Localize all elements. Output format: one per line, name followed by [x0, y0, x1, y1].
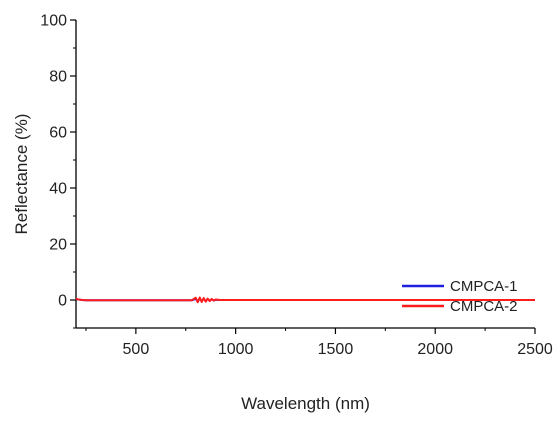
x-tick-label: 500: [123, 341, 150, 358]
y-tick-label: 20: [49, 237, 67, 254]
y-tick-label: 40: [49, 181, 67, 198]
legend-label-cmpca-2: CMPCA-2: [450, 298, 518, 315]
legend: CMPCA-1 CMPCA-2: [402, 278, 518, 315]
x-tick-label: 2500: [517, 341, 553, 358]
y-tick-label: 0: [58, 293, 67, 310]
y-tick-label: 80: [49, 69, 67, 86]
x-tick-label: 1000: [218, 341, 254, 358]
y-tick-label: 60: [49, 125, 67, 142]
x-tick-label: 2000: [417, 341, 453, 358]
tick-labels: 0 20 40 60 80 100 500 1000 1500 2000 2500: [40, 13, 553, 359]
legend-label-cmpca-1: CMPCA-1: [450, 278, 518, 295]
y-tick-label: 100: [40, 13, 67, 30]
series-lines: [75, 296, 535, 304]
series-line-cmpca-2: [75, 296, 535, 304]
y-axis-title: Reflectance (%): [12, 114, 31, 235]
x-axis-title: Wavelength (nm): [241, 394, 370, 413]
plot-frame: [75, 20, 535, 329]
axis-ticks: [70, 19, 536, 334]
x-tick-label: 1500: [318, 341, 354, 358]
